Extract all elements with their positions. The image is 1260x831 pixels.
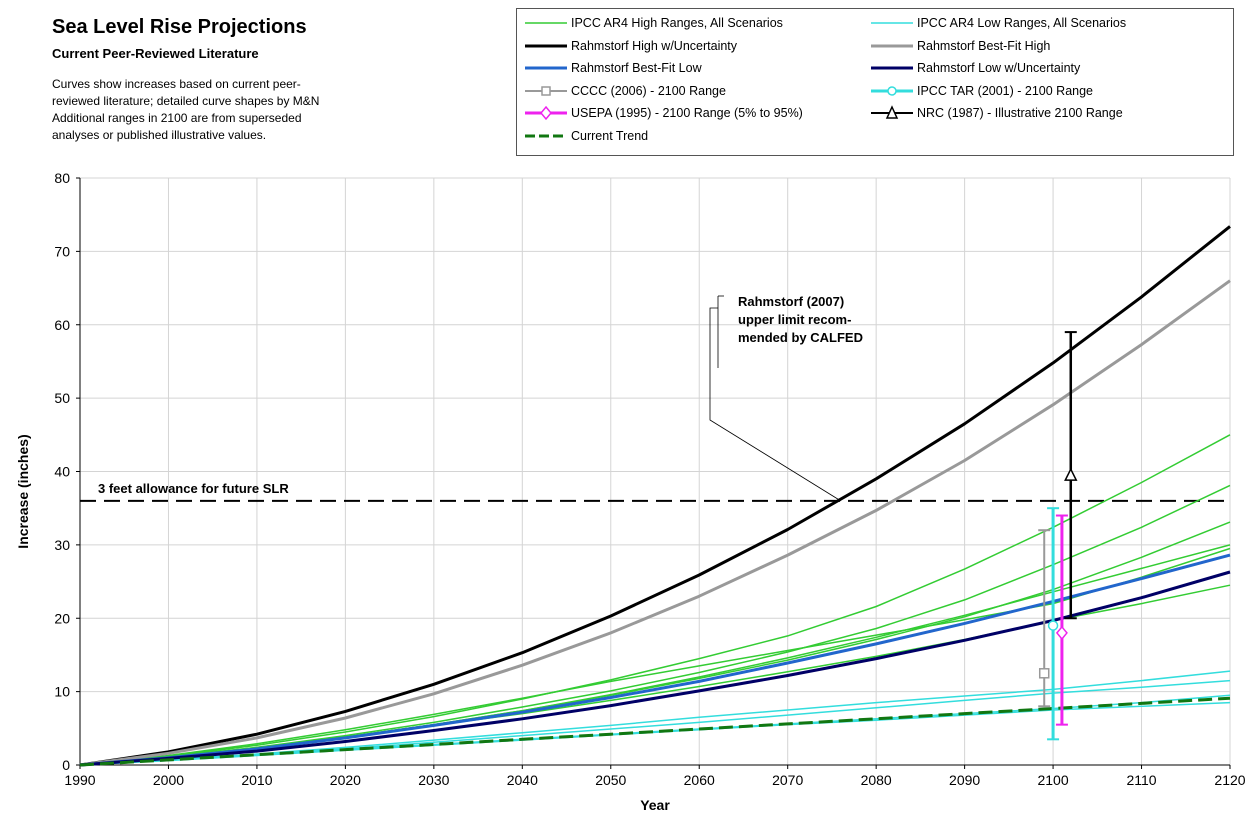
y-tick-label: 30 <box>54 537 70 553</box>
legend-label: NRC (1987) - Illustrative 2100 Range <box>917 106 1123 120</box>
series-line <box>79 434 1231 766</box>
x-tick-label: 2010 <box>241 772 272 788</box>
legend-swatch <box>871 105 913 119</box>
triangle-marker <box>1064 467 1078 481</box>
annotation-label: Rahmstorf (2007) <box>738 294 844 309</box>
y-tick-label: 0 <box>62 757 70 773</box>
legend-label: USEPA (1995) - 2100 Range (5% to 95%) <box>571 106 803 120</box>
legend-swatch <box>525 105 567 121</box>
note-line: Additional ranges in 2100 are from super… <box>52 111 302 125</box>
x-tick-label: 2110 <box>1126 772 1156 788</box>
legend-label: Rahmstorf High w/Uncertainty <box>571 38 738 53</box>
legend-label: CCCC (2006) - 2100 Range <box>571 83 726 98</box>
chart-subtitle: Current Peer-Reviewed Literature <box>52 46 259 61</box>
circle-marker <box>887 85 897 96</box>
square-marker <box>1038 668 1050 679</box>
legend-swatch <box>871 22 913 24</box>
series-line <box>79 570 1231 767</box>
chart-title: Sea Level Rise Projections <box>52 16 307 38</box>
y-tick-label: 60 <box>54 317 70 333</box>
annotation-label: mended by CALFED <box>738 330 863 345</box>
annotation-leader <box>709 307 841 502</box>
legend-swatch <box>525 44 567 47</box>
legend-label: IPCC AR4 High Ranges, All Scenarios <box>571 16 783 30</box>
reference-line-label: 3 feet allowance for future SLR <box>98 481 289 496</box>
x-tick-label: 2020 <box>330 772 361 788</box>
note-line: reviewed literature; detailed curve shap… <box>52 94 320 108</box>
triangle-marker <box>885 105 899 119</box>
diamond-marker <box>1055 625 1068 641</box>
legend-swatch <box>871 66 913 70</box>
note-line: analyses or published illustrative value… <box>52 128 267 142</box>
circle-marker <box>1047 620 1059 631</box>
legend-label: Rahmstorf Low w/Uncertainty <box>917 61 1081 75</box>
series-line <box>79 521 1231 766</box>
legend-label: IPCC TAR (2001) - 2100 Range <box>917 83 1094 98</box>
legend-swatch <box>871 44 913 47</box>
y-tick-label: 40 <box>54 464 70 480</box>
series-line <box>79 696 1231 767</box>
diamond-marker <box>540 105 552 121</box>
legend-label: Current Trend <box>571 128 649 143</box>
legend-swatch <box>525 22 567 24</box>
legend-label: Rahmstorf Best-Fit High <box>917 38 1051 53</box>
legend-label: IPCC AR4 Low Ranges, All Scenarios <box>917 16 1127 30</box>
x-tick-label: 2000 <box>153 772 184 788</box>
x-tick-label: 2050 <box>595 772 626 788</box>
x-tick-label: 2080 <box>861 772 892 788</box>
y-tick-label: 20 <box>54 610 70 626</box>
y-tick-label: 50 <box>54 390 70 406</box>
annotation-label: upper limit recom- <box>738 312 851 327</box>
y-tick-label: 10 <box>54 684 70 700</box>
square-marker <box>541 85 551 96</box>
x-tick-label: 2030 <box>418 772 449 788</box>
legend-swatch <box>525 134 567 137</box>
legend-swatch <box>525 66 567 70</box>
y-tick-label: 80 <box>54 170 70 186</box>
x-tick-label: 2060 <box>684 772 715 788</box>
chart-legend: IPCC AR4 High Ranges, All Scenarios IPCC … <box>516 8 1234 156</box>
x-axis-label: Year <box>640 797 670 813</box>
x-tick-label: 2090 <box>949 772 980 788</box>
x-tick-label: 2070 <box>772 772 803 788</box>
series-line <box>79 225 1231 767</box>
series-line <box>79 279 1231 767</box>
chart-note: Curves show increases based on current p… <box>52 76 372 144</box>
legend-label: Rahmstorf Best-Fit Low <box>571 61 702 75</box>
y-axis-label: Increase (inches) <box>15 434 31 548</box>
x-tick-label: 2120 <box>1214 772 1245 788</box>
series-line <box>79 553 1231 767</box>
legend-swatch <box>871 85 913 96</box>
x-tick-label: 2040 <box>507 772 538 788</box>
x-tick-label: 1990 <box>64 772 95 788</box>
legend-swatch <box>525 85 567 96</box>
note-line: Curves show increases based on current p… <box>52 77 301 91</box>
y-tick-label: 70 <box>54 243 70 259</box>
x-tick-label: 2100 <box>1037 772 1068 788</box>
